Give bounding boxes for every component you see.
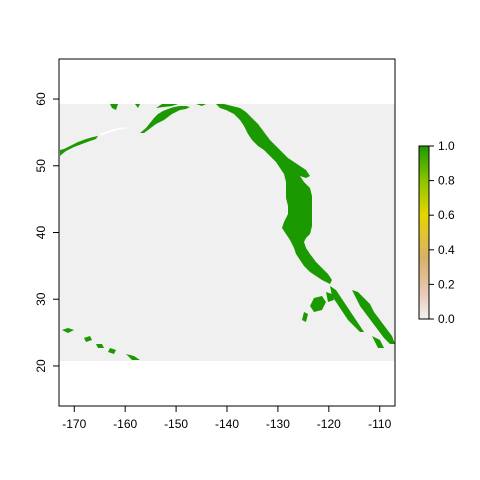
baja-california bbox=[352, 290, 395, 344]
x-tick-label: -130 bbox=[266, 417, 290, 431]
x-tick-label: -150 bbox=[164, 417, 188, 431]
alaska-gulf-coast bbox=[135, 104, 140, 108]
hawaiian-islands bbox=[84, 336, 92, 342]
legend-tick-label: 0.6 bbox=[438, 208, 455, 222]
legend-tick-label: 1.0 bbox=[438, 139, 455, 153]
baja-california bbox=[310, 296, 326, 312]
y-tick-label: 20 bbox=[34, 359, 48, 373]
baja-california bbox=[372, 336, 384, 348]
alaska-gulf-coast bbox=[196, 104, 206, 106]
baja-california bbox=[302, 312, 308, 322]
x-tick-label: -170 bbox=[62, 417, 86, 431]
x-tick-label: -110 bbox=[368, 417, 391, 431]
x-tick-label: -160 bbox=[113, 417, 137, 431]
y-tick-label: 30 bbox=[34, 292, 48, 306]
hawaiian-islands bbox=[96, 344, 104, 348]
y-tick-label: 40 bbox=[34, 226, 48, 240]
alaska-gulf-coast bbox=[140, 106, 190, 133]
y-tick-label: 60 bbox=[34, 92, 48, 106]
legend-tick-label: 0.2 bbox=[438, 277, 455, 291]
baja-california bbox=[330, 286, 364, 332]
x-tick-label: -120 bbox=[317, 417, 341, 431]
north-american-coast bbox=[216, 104, 332, 284]
baja-california bbox=[326, 292, 334, 302]
alaska-gulf-coast bbox=[156, 104, 178, 108]
legend-tick-label: 0.0 bbox=[438, 312, 455, 326]
raster-background bbox=[59, 104, 395, 361]
hawaiian-islands bbox=[62, 328, 74, 333]
aleutian-islands bbox=[60, 136, 98, 156]
y-tick-label: 50 bbox=[34, 159, 48, 173]
hawaiian-islands bbox=[126, 354, 140, 360]
color-legend: 0.0 0.2 0.4 0.6 0.8 1.0 bbox=[418, 139, 455, 326]
legend-colorbar bbox=[418, 145, 430, 320]
legend-tick-label: 0.4 bbox=[438, 243, 455, 257]
hawaiian-islands bbox=[108, 348, 116, 354]
alaska-gulf-coast bbox=[110, 104, 118, 110]
aleutian-islands-white-gap bbox=[100, 127, 128, 136]
x-axis: -170 -160 -150 -140 -130 -120 -110 bbox=[62, 406, 392, 431]
x-tick-label: -140 bbox=[215, 417, 239, 431]
y-axis: 20 30 40 50 60 bbox=[34, 92, 59, 373]
legend-tick-label: 0.8 bbox=[438, 174, 455, 188]
